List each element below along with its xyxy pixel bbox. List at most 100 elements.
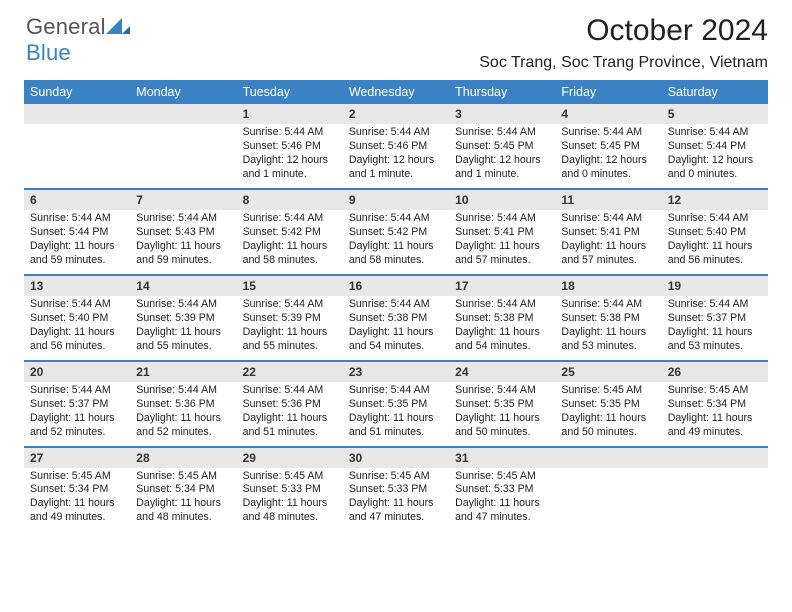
week-row: 13141516171819Sunrise: 5:44 AMSunset: 5:…: [24, 274, 768, 360]
sunset-text: Sunset: 5:46 PM: [349, 140, 443, 154]
sunset-text: Sunset: 5:45 PM: [455, 140, 549, 154]
day-number: 16: [343, 276, 449, 296]
sunset-text: Sunset: 5:42 PM: [349, 226, 443, 240]
day-content: Sunrise: 5:44 AMSunset: 5:37 PMDaylight:…: [662, 296, 768, 360]
sunset-text: Sunset: 5:37 PM: [30, 398, 124, 412]
day-content: [24, 124, 130, 188]
week-stack: 6789101112Sunrise: 5:44 AMSunset: 5:44 P…: [24, 190, 768, 274]
daylight-text: Daylight: 11 hours and 59 minutes.: [30, 240, 124, 268]
daylight-text: Daylight: 11 hours and 51 minutes.: [349, 412, 443, 440]
sunrise-text: Sunrise: 5:44 AM: [349, 212, 443, 226]
day-content: Sunrise: 5:44 AMSunset: 5:41 PMDaylight:…: [555, 210, 661, 274]
daylight-text: Daylight: 11 hours and 58 minutes.: [349, 240, 443, 268]
day-content: Sunrise: 5:44 AMSunset: 5:46 PMDaylight:…: [343, 124, 449, 188]
daylight-text: Daylight: 11 hours and 53 minutes.: [561, 326, 655, 354]
daylight-text: Daylight: 11 hours and 47 minutes.: [349, 497, 443, 525]
sunset-text: Sunset: 5:38 PM: [349, 312, 443, 326]
sunset-text: Sunset: 5:40 PM: [668, 226, 762, 240]
daylight-text: Daylight: 11 hours and 49 minutes.: [668, 412, 762, 440]
sunset-text: Sunset: 5:38 PM: [561, 312, 655, 326]
week-row: 20212223242526Sunrise: 5:44 AMSunset: 5:…: [24, 360, 768, 446]
day-number: 31: [449, 448, 555, 468]
day-content: Sunrise: 5:45 AMSunset: 5:33 PMDaylight:…: [237, 468, 343, 532]
day-content: Sunrise: 5:44 AMSunset: 5:45 PMDaylight:…: [449, 124, 555, 188]
day-number: 20: [24, 362, 130, 382]
sunrise-text: Sunrise: 5:44 AM: [455, 298, 549, 312]
day-content: Sunrise: 5:44 AMSunset: 5:40 PMDaylight:…: [24, 296, 130, 360]
sunrise-text: Sunrise: 5:44 AM: [136, 298, 230, 312]
sunrise-text: Sunrise: 5:44 AM: [455, 212, 549, 226]
sunrise-text: Sunrise: 5:44 AM: [30, 384, 124, 398]
day-content: Sunrise: 5:45 AMSunset: 5:35 PMDaylight:…: [555, 382, 661, 446]
daycontent-row: Sunrise: 5:45 AMSunset: 5:34 PMDaylight:…: [24, 468, 768, 532]
brand-logo: General Blue: [24, 14, 130, 66]
day-number: 14: [130, 276, 236, 296]
day-number: [555, 448, 661, 468]
day-number: 29: [237, 448, 343, 468]
day-number: 18: [555, 276, 661, 296]
day-number: 8: [237, 190, 343, 210]
logo-text: General Blue: [26, 14, 130, 66]
sunset-text: Sunset: 5:44 PM: [30, 226, 124, 240]
daylight-text: Daylight: 11 hours and 52 minutes.: [30, 412, 124, 440]
day-number: 21: [130, 362, 236, 382]
sunrise-text: Sunrise: 5:45 AM: [668, 384, 762, 398]
day-number: 11: [555, 190, 661, 210]
daylight-text: Daylight: 12 hours and 1 minute.: [349, 154, 443, 182]
sunset-text: Sunset: 5:33 PM: [455, 483, 549, 497]
sunrise-text: Sunrise: 5:44 AM: [668, 126, 762, 140]
day-content: Sunrise: 5:44 AMSunset: 5:39 PMDaylight:…: [237, 296, 343, 360]
day-number: 23: [343, 362, 449, 382]
sunset-text: Sunset: 5:36 PM: [136, 398, 230, 412]
sunrise-text: Sunrise: 5:44 AM: [136, 384, 230, 398]
day-content: Sunrise: 5:44 AMSunset: 5:36 PMDaylight:…: [237, 382, 343, 446]
daynum-row: 13141516171819: [24, 276, 768, 296]
weekday-header: Monday: [130, 80, 236, 104]
day-number: 24: [449, 362, 555, 382]
sunset-text: Sunset: 5:35 PM: [455, 398, 549, 412]
sunrise-text: Sunrise: 5:45 AM: [30, 470, 124, 484]
daylight-text: Daylight: 11 hours and 56 minutes.: [30, 326, 124, 354]
daylight-text: Daylight: 11 hours and 58 minutes.: [243, 240, 337, 268]
sunset-text: Sunset: 5:34 PM: [668, 398, 762, 412]
day-number: 13: [24, 276, 130, 296]
week-stack: 12345Sunrise: 5:44 AMSunset: 5:46 PMDayl…: [24, 104, 768, 188]
daylight-text: Daylight: 11 hours and 57 minutes.: [455, 240, 549, 268]
day-content: Sunrise: 5:44 AMSunset: 5:38 PMDaylight:…: [555, 296, 661, 360]
day-number: 6: [24, 190, 130, 210]
daynum-row: 6789101112: [24, 190, 768, 210]
weekday-header: Sunday: [24, 80, 130, 104]
sunrise-text: Sunrise: 5:44 AM: [243, 298, 337, 312]
day-content: Sunrise: 5:44 AMSunset: 5:43 PMDaylight:…: [130, 210, 236, 274]
weekday-header: Friday: [555, 80, 661, 104]
day-number: [24, 104, 130, 124]
day-content: Sunrise: 5:44 AMSunset: 5:37 PMDaylight:…: [24, 382, 130, 446]
sunrise-text: Sunrise: 5:44 AM: [349, 126, 443, 140]
logo-mark-icon: [106, 18, 130, 39]
day-content: Sunrise: 5:44 AMSunset: 5:35 PMDaylight:…: [343, 382, 449, 446]
day-content: Sunrise: 5:45 AMSunset: 5:33 PMDaylight:…: [343, 468, 449, 532]
weekday-header: Wednesday: [343, 80, 449, 104]
day-content: [555, 468, 661, 532]
daylight-text: Daylight: 11 hours and 47 minutes.: [455, 497, 549, 525]
daylight-text: Daylight: 11 hours and 51 minutes.: [243, 412, 337, 440]
day-content: Sunrise: 5:44 AMSunset: 5:44 PMDaylight:…: [24, 210, 130, 274]
day-number: 28: [130, 448, 236, 468]
daylight-text: Daylight: 11 hours and 48 minutes.: [136, 497, 230, 525]
sunrise-text: Sunrise: 5:44 AM: [668, 212, 762, 226]
logo-word-1: General: [26, 14, 106, 39]
sunset-text: Sunset: 5:40 PM: [30, 312, 124, 326]
sunset-text: Sunset: 5:46 PM: [243, 140, 337, 154]
sunrise-text: Sunrise: 5:45 AM: [349, 470, 443, 484]
daylight-text: Daylight: 11 hours and 55 minutes.: [136, 326, 230, 354]
sunset-text: Sunset: 5:35 PM: [349, 398, 443, 412]
daylight-text: Daylight: 11 hours and 55 minutes.: [243, 326, 337, 354]
day-number: 27: [24, 448, 130, 468]
month-title: October 2024: [479, 14, 768, 48]
sunrise-text: Sunrise: 5:45 AM: [561, 384, 655, 398]
day-content: Sunrise: 5:44 AMSunset: 5:42 PMDaylight:…: [237, 210, 343, 274]
sunrise-text: Sunrise: 5:44 AM: [243, 126, 337, 140]
daylight-text: Daylight: 11 hours and 54 minutes.: [455, 326, 549, 354]
daylight-text: Daylight: 11 hours and 52 minutes.: [136, 412, 230, 440]
calendar-page: General Blue October 2024 Soc Trang, Soc…: [0, 0, 792, 612]
